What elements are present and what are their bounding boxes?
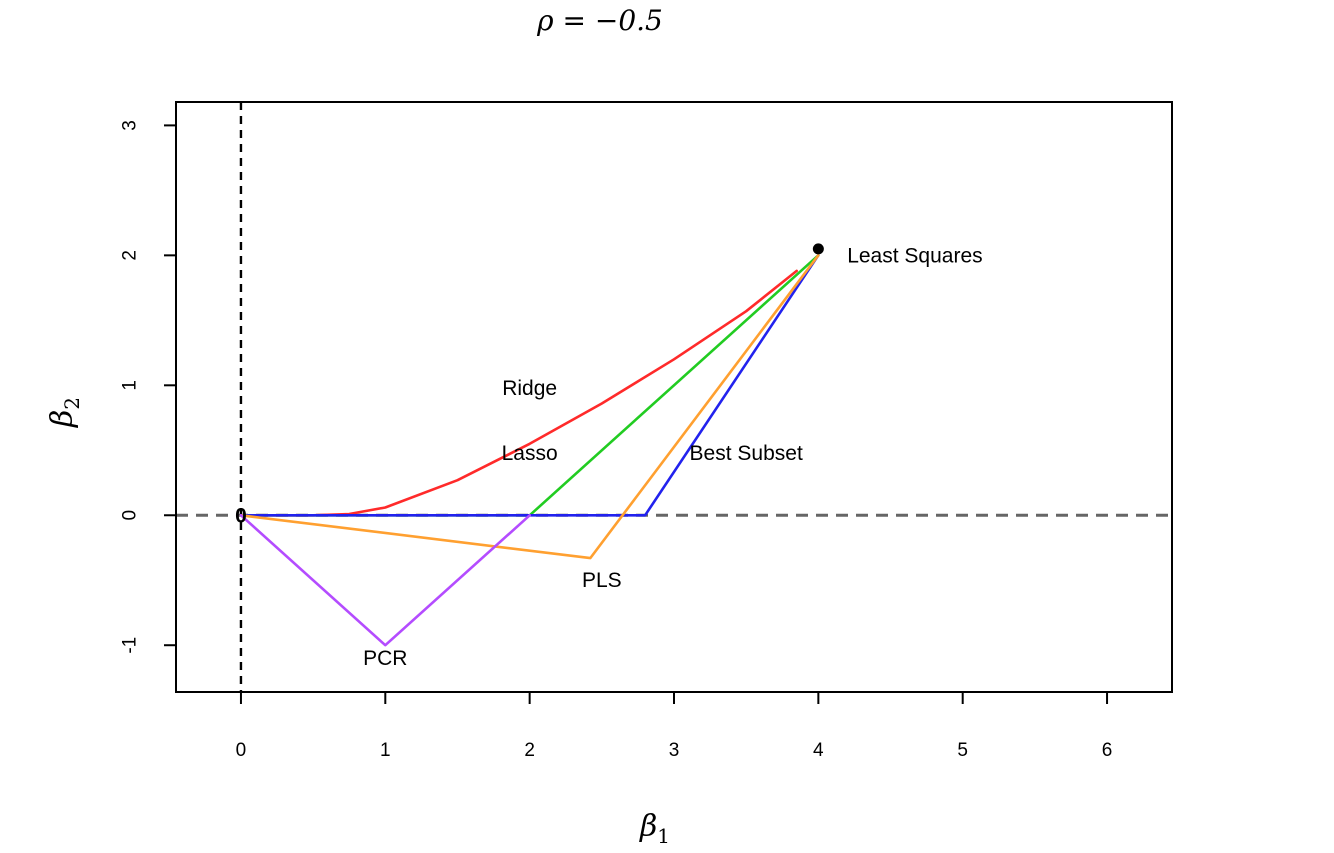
x-tick-label: 3	[669, 740, 680, 761]
annotation-pls: PLS	[582, 569, 622, 592]
plot-frame	[175, 101, 1173, 693]
annotations: Least Squares Ridge Lasso Best Subset PLS PCR…	[235, 244, 983, 670]
y-axis-label: β2	[45, 397, 84, 428]
annotation-ridge: Ridge	[502, 377, 557, 400]
series-pls-line	[239, 254, 820, 560]
annotation-best-subset: Best Subset	[690, 442, 803, 465]
x-tick-label: 0	[236, 740, 247, 761]
x-axis: 0 1 2 3 4 5 6	[236, 691, 1113, 761]
x-tick-label: 5	[957, 740, 968, 761]
x-tick-label: 6	[1102, 740, 1113, 761]
title-text: ρ = −0.5	[536, 4, 663, 37]
series-pcr-line	[239, 514, 531, 647]
y-axis: -1 0 1 2 3	[120, 120, 177, 654]
point-least-squares	[812, 243, 824, 255]
annotation-least-squares: Least Squares	[847, 244, 982, 267]
annotation-origin: 0	[235, 504, 247, 527]
points	[812, 243, 824, 255]
y-tick-label: 1	[120, 380, 141, 391]
annotation-lasso: Lasso	[502, 442, 558, 465]
annotation-pcr: PCR	[363, 647, 407, 670]
reference-lines	[176, 102, 1172, 692]
series-best-subset-line	[239, 254, 820, 517]
y-tick-label: 3	[120, 120, 141, 131]
x-axis-label-text: β1	[639, 809, 670, 848]
y-tick-label: 0	[120, 510, 141, 521]
y-tick-label: 2	[120, 250, 141, 261]
x-axis-label: β1	[639, 809, 670, 848]
y-axis-label-text: β2	[45, 397, 84, 428]
chart-title: ρ = −0.5	[536, 4, 663, 37]
series-lines	[239, 254, 820, 647]
x-tick-label: 2	[524, 740, 535, 761]
x-tick-label: 1	[380, 740, 391, 761]
x-tick-label: 4	[813, 740, 824, 761]
y-tick-label: -1	[120, 637, 141, 654]
